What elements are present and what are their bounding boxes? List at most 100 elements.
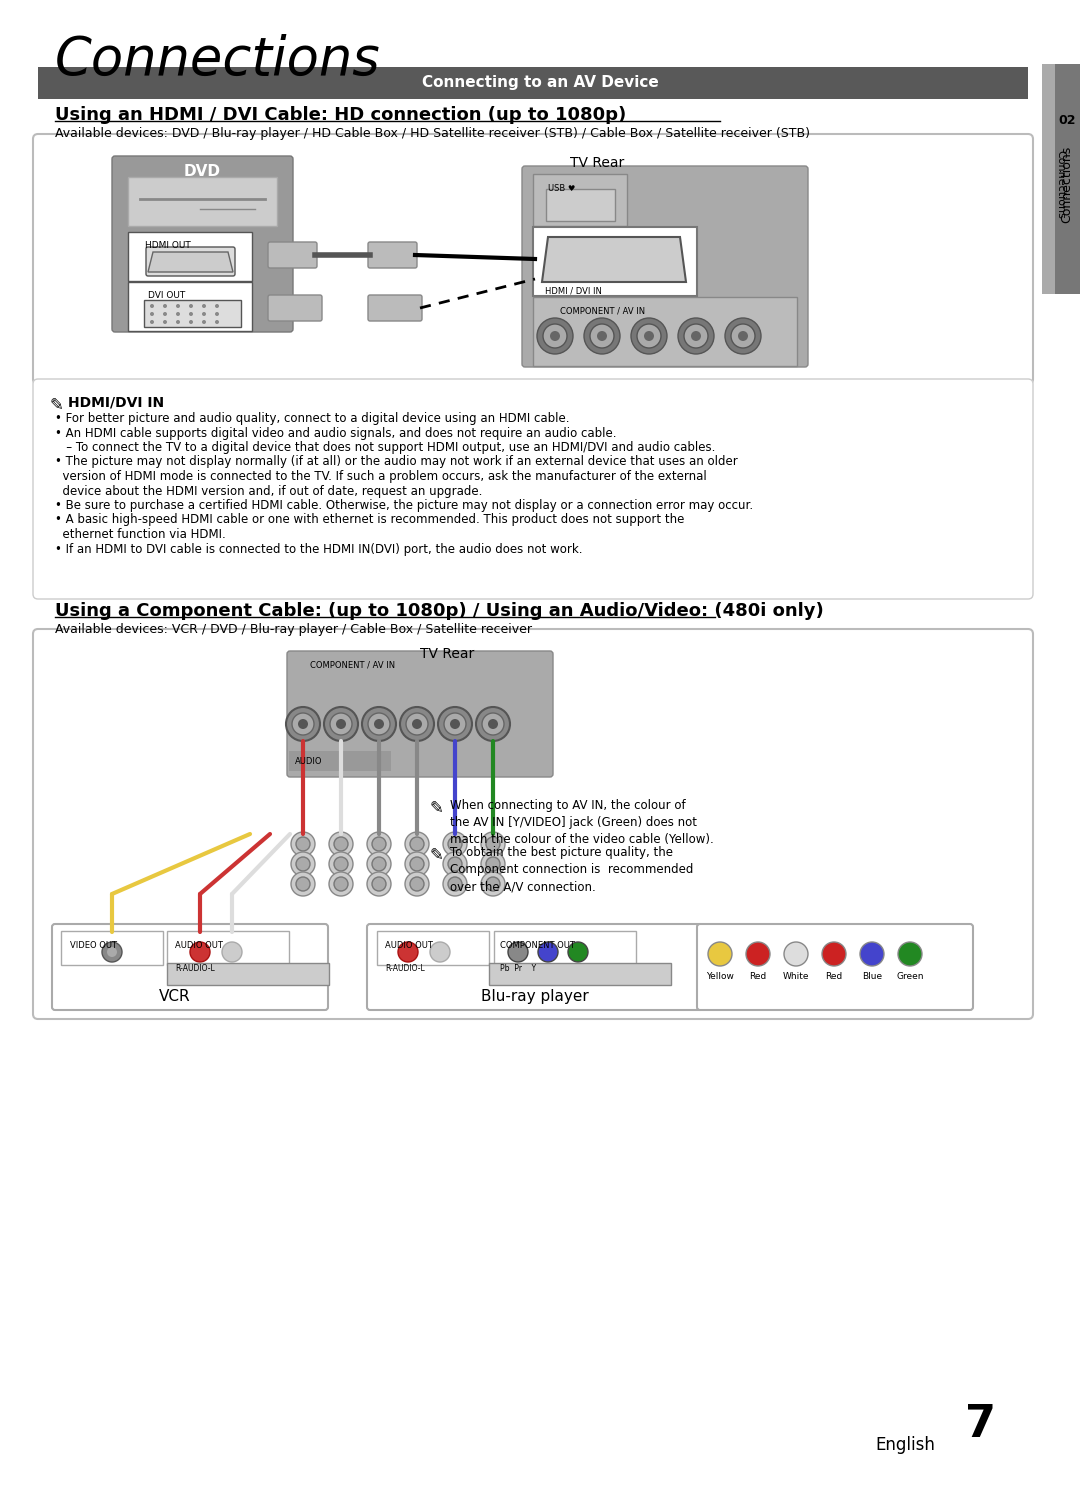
Circle shape (374, 719, 384, 729)
FancyBboxPatch shape (167, 964, 329, 985)
Circle shape (481, 872, 505, 896)
Circle shape (430, 943, 450, 962)
Circle shape (292, 713, 314, 735)
Circle shape (410, 837, 424, 852)
FancyBboxPatch shape (268, 242, 318, 267)
Circle shape (725, 318, 761, 354)
Circle shape (597, 332, 607, 341)
Circle shape (150, 320, 154, 324)
Text: TV Rear: TV Rear (420, 647, 474, 660)
Circle shape (537, 318, 573, 354)
Text: device about the HDMI version and, if out of date, request an upgrade.: device about the HDMI version and, if ou… (55, 484, 483, 498)
Circle shape (405, 872, 429, 896)
FancyBboxPatch shape (522, 166, 808, 368)
Circle shape (336, 719, 346, 729)
Circle shape (107, 947, 117, 958)
Text: HDMI OUT: HDMI OUT (145, 241, 191, 249)
Text: AUDIO OUT: AUDIO OUT (175, 941, 222, 950)
Circle shape (784, 943, 808, 967)
Circle shape (486, 837, 500, 852)
Circle shape (406, 713, 428, 735)
Circle shape (329, 872, 353, 896)
Circle shape (405, 832, 429, 856)
Text: R-AUDIO-L: R-AUDIO-L (175, 964, 215, 973)
Text: Connections: Connections (1055, 149, 1065, 218)
Circle shape (189, 303, 193, 308)
Circle shape (150, 303, 154, 308)
Circle shape (508, 943, 528, 962)
Text: HDMI / DVI IN: HDMI / DVI IN (545, 287, 602, 296)
Circle shape (291, 832, 315, 856)
FancyBboxPatch shape (287, 651, 553, 777)
Circle shape (334, 877, 348, 890)
Text: Red: Red (825, 973, 842, 982)
Text: • For better picture and audio quality, connect to a digital device using an HDM: • For better picture and audio quality, … (55, 412, 569, 424)
FancyBboxPatch shape (33, 629, 1032, 1019)
Circle shape (443, 872, 467, 896)
Circle shape (731, 324, 755, 348)
Circle shape (202, 312, 206, 317)
Text: • An HDMI cable supports digital video and audio signals, and does not require a: • An HDMI cable supports digital video a… (55, 426, 617, 439)
Text: Blu-ray player: Blu-ray player (481, 989, 589, 1004)
Circle shape (691, 332, 701, 341)
Circle shape (400, 707, 434, 741)
Text: VIDEO OUT: VIDEO OUT (70, 941, 117, 950)
Text: Connections: Connections (1061, 145, 1074, 223)
Text: Using an HDMI / DVI Cable: HD connection (up to 1080p): Using an HDMI / DVI Cable: HD connection… (55, 106, 626, 124)
Text: • A basic high-speed HDMI cable or one with ethernet is recommended. This produc: • A basic high-speed HDMI cable or one w… (55, 514, 685, 526)
FancyBboxPatch shape (129, 176, 276, 226)
FancyBboxPatch shape (144, 300, 241, 327)
Text: AUDIO OUT: AUDIO OUT (384, 941, 433, 950)
FancyBboxPatch shape (112, 155, 293, 332)
Circle shape (443, 852, 467, 875)
Circle shape (405, 852, 429, 875)
Circle shape (334, 837, 348, 852)
FancyBboxPatch shape (494, 931, 636, 965)
FancyBboxPatch shape (33, 134, 1032, 384)
Circle shape (550, 332, 561, 341)
Circle shape (410, 877, 424, 890)
Text: R-AUDIO-L: R-AUDIO-L (384, 964, 424, 973)
Circle shape (367, 832, 391, 856)
FancyBboxPatch shape (368, 294, 422, 321)
Circle shape (362, 707, 396, 741)
Polygon shape (148, 252, 233, 272)
Circle shape (176, 312, 180, 317)
Circle shape (543, 324, 567, 348)
Circle shape (644, 332, 654, 341)
FancyBboxPatch shape (534, 227, 697, 296)
FancyBboxPatch shape (60, 931, 163, 965)
Text: Blue: Blue (862, 973, 882, 982)
FancyBboxPatch shape (129, 232, 252, 281)
Circle shape (296, 877, 310, 890)
Circle shape (163, 312, 167, 317)
Circle shape (298, 719, 308, 729)
Circle shape (102, 943, 122, 962)
FancyBboxPatch shape (167, 931, 289, 965)
Circle shape (443, 832, 467, 856)
Circle shape (590, 324, 615, 348)
FancyBboxPatch shape (697, 923, 973, 1010)
Circle shape (329, 852, 353, 875)
Text: Pb  Pr    Y: Pb Pr Y (500, 964, 536, 973)
Circle shape (202, 320, 206, 324)
Text: English: English (875, 1436, 935, 1454)
FancyBboxPatch shape (1055, 64, 1080, 294)
Circle shape (444, 713, 465, 735)
Circle shape (372, 877, 386, 890)
Circle shape (330, 713, 352, 735)
Circle shape (399, 943, 418, 962)
Text: AUDIO: AUDIO (295, 756, 323, 765)
Circle shape (296, 858, 310, 871)
FancyBboxPatch shape (129, 282, 252, 332)
Circle shape (678, 318, 714, 354)
Text: Green: Green (896, 973, 923, 982)
Text: When connecting to AV IN, the colour of
the AV IN [Y/VIDEO] jack (Green) does no: When connecting to AV IN, the colour of … (450, 799, 714, 846)
FancyBboxPatch shape (534, 173, 627, 226)
Circle shape (411, 719, 422, 729)
FancyBboxPatch shape (38, 67, 1028, 99)
FancyBboxPatch shape (534, 297, 797, 366)
Circle shape (482, 713, 504, 735)
Text: – To connect the TV to a digital device that does not support HDMI output, use a: – To connect the TV to a digital device … (55, 441, 715, 454)
Circle shape (746, 943, 770, 967)
